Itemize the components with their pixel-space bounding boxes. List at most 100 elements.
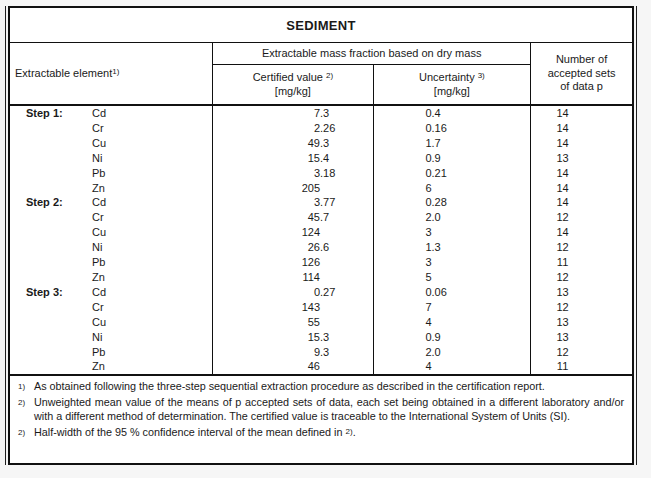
uncertainty-value-cell: 3 — [373, 255, 531, 270]
element-symbol: Cr — [92, 211, 104, 223]
uncertainty-value-cell: 5 — [373, 270, 531, 285]
column-header-accepted-sets: Number of accepted sets of data p — [531, 43, 633, 106]
uncertainty-label: Uncertainty — [419, 71, 475, 83]
element-cell: Cr — [9, 121, 213, 136]
page-title: SEDIMENT — [9, 7, 633, 43]
table-row: Ni15.30.913 — [9, 330, 633, 345]
sets-header-line: Number of — [531, 53, 632, 67]
table-row: Zn 205614 — [9, 181, 633, 196]
uncertainty-value-cell: 0.21 — [373, 166, 531, 181]
certified-value-cell: 205 — [213, 181, 374, 196]
column-header-certified-value: Certified value2) [mg/kg] — [213, 65, 374, 106]
accepted-sets-cell: 14 — [531, 181, 633, 196]
element-cell: Pb — [9, 255, 213, 270]
column-group-header-mass-fraction: Extractable mass fraction based on dry m… — [213, 43, 531, 65]
element-footnote-ref: 1) — [112, 67, 119, 76]
table-row: Step 2:Cd3.770.2814 — [9, 195, 633, 210]
certified-value-cell: 2.26 — [213, 121, 374, 136]
element-symbol: Zn — [92, 182, 105, 194]
element-symbol: Cd — [92, 286, 106, 298]
accepted-sets-cell: 13 — [531, 151, 633, 166]
table-row: Ni15.40.913 — [9, 151, 633, 166]
uncertainty-value-cell: 4 — [373, 359, 531, 375]
table-row: Cr2.260.1614 — [9, 121, 633, 136]
footnote-text: Half-width of the 95 % confidence interv… — [34, 426, 346, 438]
element-symbol: Cr — [92, 301, 104, 313]
certified-unit-label: [mg/kg] — [213, 85, 373, 99]
certified-value-cell: 55 — [213, 315, 374, 330]
accepted-sets-cell: 13 — [531, 315, 633, 330]
accepted-sets-cell: 11 — [531, 359, 633, 375]
element-symbol: Zn — [92, 360, 105, 372]
uncertainty-value-cell: 0.16 — [373, 121, 531, 136]
certified-value-cell: 114 — [213, 270, 374, 285]
table-row: Cr143712 — [9, 300, 633, 315]
certified-value-cell: 143 — [213, 300, 374, 315]
element-cell: Ni — [9, 330, 213, 345]
uncertainty-value-cell: 1.7 — [373, 136, 531, 151]
sets-header-line: of data p — [531, 80, 632, 94]
footnote-marker: 2) — [18, 396, 25, 410]
element-symbol: Cu — [92, 137, 106, 149]
uncertainty-value-cell: 0.9 — [373, 151, 531, 166]
footnotes: 1)As obtained following the three-step s… — [9, 375, 633, 464]
certified-value-cell: 9.3 — [213, 345, 374, 360]
extractable-element-label: Extractable element — [15, 67, 112, 79]
element-cell: Ni — [9, 240, 213, 255]
certified-value-cell: 45.7 — [213, 210, 374, 225]
element-cell: Zn — [9, 359, 213, 375]
uncertainty-unit-label: [mg/kg] — [374, 85, 531, 99]
element-symbol: Zn — [92, 271, 105, 283]
certified-value-cell: 46 — [213, 359, 374, 375]
accepted-sets-cell: 12 — [531, 240, 633, 255]
table-row: Step 3:Cd0.270.0613 — [9, 285, 633, 300]
table-header: SEDIMENT Extractable element1) Extractab… — [9, 7, 633, 105]
table-row: Cu124314 — [9, 225, 633, 240]
page-frame: SEDIMENT Extractable element1) Extractab… — [5, 6, 637, 465]
footnote-inline-ref: 2) — [346, 427, 353, 436]
table-row: Step 1:Cd7.30.414 — [9, 105, 633, 121]
uncertainty-value-cell: 6 — [373, 181, 531, 196]
sediment-table: SEDIMENT Extractable element1) Extractab… — [8, 6, 634, 465]
element-symbol: Cu — [92, 316, 106, 328]
element-symbol: Ni — [92, 152, 102, 164]
element-cell: Zn — [9, 270, 213, 285]
element-cell: Cr — [9, 300, 213, 315]
accepted-sets-cell: 14 — [531, 105, 633, 121]
element-symbol: Ni — [92, 331, 102, 343]
uncertainty-value-cell: 0.28 — [373, 195, 531, 210]
element-cell: Cu — [9, 225, 213, 240]
table-body: Step 1:Cd7.30.414Cr2.260.1614Cu49.31.714… — [9, 105, 633, 375]
element-symbol: Cu — [92, 226, 106, 238]
element-symbol: Cr — [92, 122, 104, 134]
element-cell: Pb — [9, 166, 213, 181]
footnote-text: Unweighted mean value of the means of p … — [34, 396, 624, 422]
footnote: 1)As obtained following the three-step s… — [10, 380, 624, 394]
uncertainty-value-cell: 2.0 — [373, 210, 531, 225]
table-row: Zn 114512 — [9, 270, 633, 285]
accepted-sets-cell: 12 — [531, 270, 633, 285]
element-symbol: Pb — [92, 167, 105, 179]
certified-value-cell: 7.3 — [213, 105, 374, 121]
accepted-sets-cell: 11 — [531, 255, 633, 270]
certified-value-cell: 15.3 — [213, 330, 374, 345]
element-cell: Pb — [9, 345, 213, 360]
footnote-text: As obtained following the three-step seq… — [34, 380, 545, 392]
accepted-sets-cell: 13 — [531, 285, 633, 300]
table-row: Pb126311 — [9, 255, 633, 270]
uncertainty-footnote-ref: 3) — [478, 71, 485, 80]
sets-header-line: accepted sets — [531, 67, 632, 81]
table-row: Cu55413 — [9, 315, 633, 330]
certified-value-cell: 26.6 — [213, 240, 374, 255]
uncertainty-value-cell: 0.9 — [373, 330, 531, 345]
element-cell: Ni — [9, 151, 213, 166]
table-row: Zn 46411 — [9, 359, 633, 375]
footnote: 2)Half-width of the 95 % confidence inte… — [10, 426, 624, 440]
element-cell: Step 1:Cd — [9, 105, 213, 121]
accepted-sets-cell: 14 — [531, 136, 633, 151]
table-row: Pb9.32.012 — [9, 345, 633, 360]
table-row: Cu49.31.714 — [9, 136, 633, 151]
certified-value-cell: 124 — [213, 225, 374, 240]
footnote-marker: 2) — [18, 426, 25, 440]
table-row: Ni26.61.312 — [9, 240, 633, 255]
